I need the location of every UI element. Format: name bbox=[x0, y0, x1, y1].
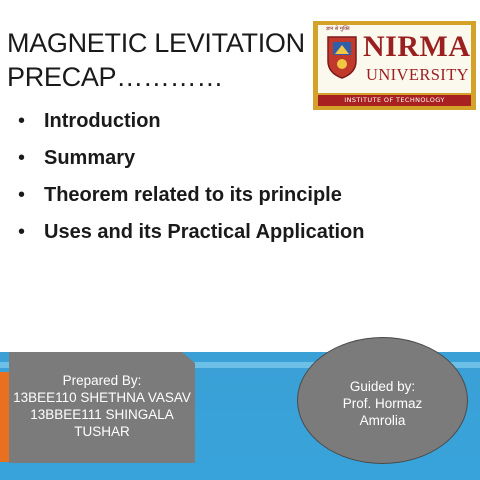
bullet-item: • Theorem related to its principle bbox=[18, 182, 364, 219]
nirma-university-logo: ज्ञान से मुक्ति NIRMA UNIVERSITY INSTITU… bbox=[313, 21, 476, 110]
bullet-text: Theorem related to its principle bbox=[44, 184, 342, 206]
logo-strip: INSTITUTE OF TECHNOLOGY bbox=[318, 95, 471, 106]
footer-stripe bbox=[0, 362, 480, 368]
prepared-line: 13BEE110 SHETHNA VASAV bbox=[13, 390, 191, 405]
guided-heading: Guided by: bbox=[349, 379, 416, 394]
bullet-list: • Introduction • Summary • Theorem related … bbox=[18, 108, 364, 256]
slide-title: MAGNETIC LEVITATION PRECAP………… bbox=[7, 26, 305, 94]
logo-name: NIRMA bbox=[363, 30, 471, 63]
bullet-item: • Uses and its Practical Application bbox=[18, 219, 364, 256]
bullet-text: Summary bbox=[44, 147, 136, 169]
guided-line: Prof. Hormaz bbox=[342, 396, 423, 411]
logo-motto: ज्ञान से मुक्ति bbox=[326, 26, 350, 32]
bullet-marker: • bbox=[18, 147, 26, 169]
logo-subtitle: UNIVERSITY bbox=[366, 65, 469, 84]
prepared-by-box: Prepared By: 13BEE110 SHETHNA VASAV 13BB… bbox=[9, 352, 195, 463]
guided-line: Amrolia bbox=[359, 413, 406, 428]
bullet-text: Introduction bbox=[44, 110, 161, 132]
logo-panel: ज्ञान से मुक्ति NIRMA UNIVERSITY bbox=[318, 25, 471, 93]
crest-icon bbox=[327, 36, 357, 79]
bullet-item: • Summary bbox=[18, 145, 364, 182]
bullet-marker: • bbox=[18, 221, 26, 243]
prepared-heading: Prepared By: bbox=[62, 373, 142, 388]
bullet-marker: • bbox=[18, 184, 26, 206]
prepared-line: 13BBEE111 SHINGALA bbox=[30, 407, 174, 422]
bullet-text: Uses and its Practical Application bbox=[44, 221, 365, 243]
prepared-line: TUSHAR bbox=[74, 424, 130, 439]
title-line-1: MAGNETIC LEVITATION bbox=[7, 28, 305, 58]
guided-by-oval: Guided by: Prof. Hormaz Amrolia bbox=[297, 337, 468, 464]
bullet-marker: • bbox=[18, 110, 26, 132]
title-line-2: PRECAP………… bbox=[7, 62, 224, 92]
bullet-item: • Introduction bbox=[18, 108, 364, 145]
